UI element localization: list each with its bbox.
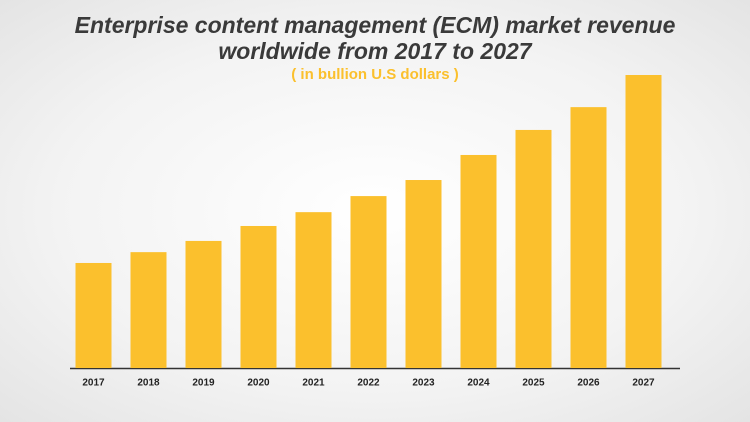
x-tick-label: 2019: [192, 378, 215, 389]
bar: [350, 196, 387, 368]
bar: [185, 240, 222, 368]
x-tick-label: 2023: [412, 378, 435, 389]
x-tick-label: 2018: [137, 378, 160, 389]
bar: [515, 129, 552, 368]
x-tick-label: 2017: [82, 378, 105, 389]
bar: [405, 180, 442, 368]
x-tick-label: 2025: [522, 378, 545, 389]
bar: [460, 154, 497, 368]
bar: [130, 252, 167, 368]
x-tick-label: 2021: [302, 378, 325, 389]
x-tick-label: 2020: [247, 378, 270, 389]
bar: [570, 107, 607, 368]
chart-title: Enterprise content management (ECM) mark…: [74, 12, 676, 64]
bar: [240, 225, 277, 368]
bar: [295, 212, 332, 368]
chart-subtitle: ( in bullion U.S dollars ): [291, 66, 459, 83]
bar: [625, 75, 662, 368]
x-tick-label: 2026: [577, 378, 600, 389]
x-tick-label: 2022: [357, 378, 380, 389]
x-tick-label: 2027: [632, 378, 655, 389]
x-tick-label: 2024: [467, 378, 490, 389]
bar: [75, 262, 112, 368]
